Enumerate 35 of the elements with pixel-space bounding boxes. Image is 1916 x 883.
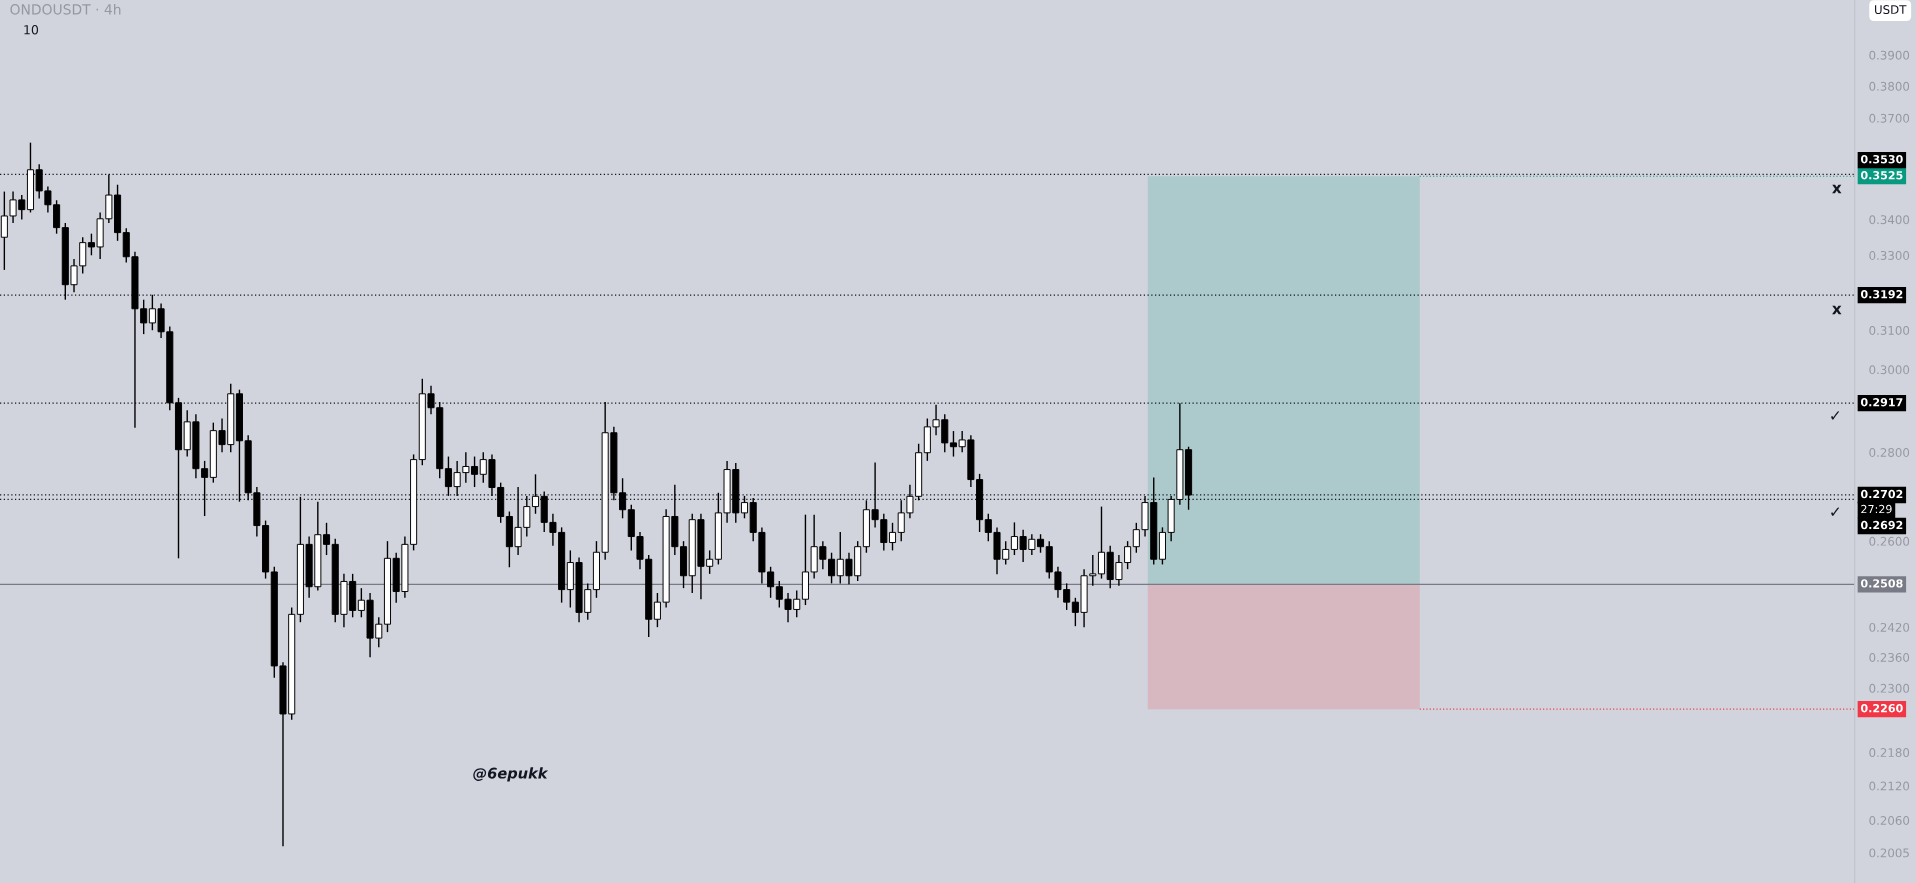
annotation: x xyxy=(1832,184,1842,194)
annotation: @6epukk xyxy=(473,767,549,782)
chart-title: ONDOUSDT · 4h xyxy=(10,3,121,15)
y-tick-label: 0.2060 xyxy=(1869,816,1910,825)
annotation: ✓ xyxy=(1831,411,1840,420)
annotation: 10 xyxy=(24,25,39,35)
ref-line-label: 0.3192 xyxy=(1860,290,1903,299)
annotation: x xyxy=(1832,305,1842,315)
ref-line-label: 0.2702 xyxy=(1860,489,1903,499)
y-tick-label: 0.3300 xyxy=(1869,251,1910,260)
annotation: ✓ xyxy=(1831,507,1840,516)
y-tick-label: 0.2420 xyxy=(1869,622,1910,632)
ref-line-label: 0.2508 xyxy=(1860,579,1903,588)
text: USDT xyxy=(1875,5,1907,15)
y-tick-label: 0.3900 xyxy=(1869,50,1910,60)
y-tick-label: 0.2360 xyxy=(1869,652,1910,662)
ref-line-label: 0.2692 xyxy=(1860,520,1903,530)
y-tick-label: 0.2600 xyxy=(1869,536,1910,546)
ref-line-label: 0.3530 xyxy=(1860,155,1903,164)
y-tick-label: 0.3000 xyxy=(1869,365,1910,375)
text: 27:29 xyxy=(1861,504,1892,514)
band-label: 0.3525 xyxy=(1860,171,1903,180)
y-tick-label: 0.3700 xyxy=(1869,113,1910,123)
candlestick xyxy=(531,473,540,515)
band-label: 0.2260 xyxy=(1860,703,1903,713)
y-tick-label: 0.3100 xyxy=(1869,325,1910,335)
y-tick-label: 0.3400 xyxy=(1869,215,1910,225)
y-tick-label: 0.3800 xyxy=(1869,81,1910,91)
ref-line-label: 0.2917 xyxy=(1860,398,1903,407)
y-tick-label: 0.2005 xyxy=(1869,848,1909,858)
y-tick-label: 0.2300 xyxy=(1869,683,1910,693)
y-tick-label: 0.2800 xyxy=(1869,448,1910,457)
candlestick xyxy=(1097,505,1106,580)
y-tick-label: 0.2120 xyxy=(1869,781,1910,791)
y-tick-label: 0.2180 xyxy=(1869,748,1910,758)
